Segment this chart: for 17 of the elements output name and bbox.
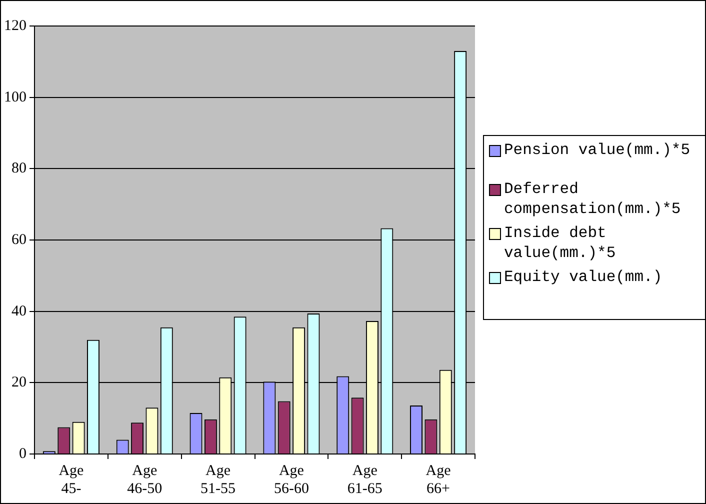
legend-label: Equity value(mm.) <box>504 267 664 287</box>
x-tick-label: Age 61-65 <box>347 462 382 497</box>
y-tick-label: 20 <box>12 374 26 391</box>
y-tick-label: 120 <box>4 18 26 34</box>
y-tick-label: 100 <box>4 89 26 106</box>
x-tick-label: Age 46-50 <box>127 462 162 497</box>
y-tick-label: 0 <box>19 446 26 462</box>
legend-label: Inside debt value(mm.)*5 <box>504 223 617 263</box>
x-tick-label: Age 45- <box>58 462 84 497</box>
y-tick-label: 40 <box>12 303 26 320</box>
x-tick-label: Age 51-55 <box>200 462 236 497</box>
legend-label: Pension value(mm.)*5 <box>504 140 692 160</box>
x-tick-label: Age 56-60 <box>274 462 309 497</box>
y-tick-label: 60 <box>12 232 26 248</box>
legend-label: Deferred compensation(mm.)*5 <box>504 179 682 219</box>
y-tick-label: 80 <box>12 160 26 177</box>
x-tick-label: Age 66+ <box>426 462 452 497</box>
